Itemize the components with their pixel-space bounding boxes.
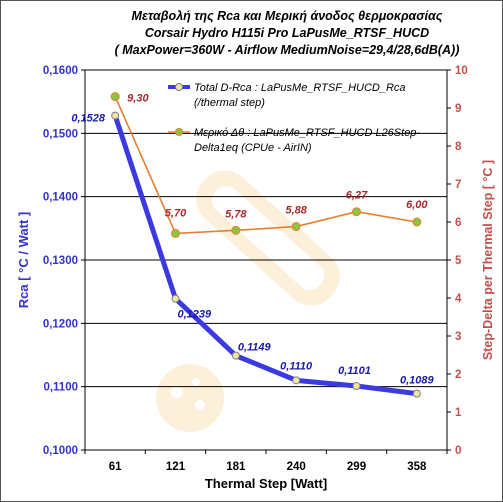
legend-entry-rca: Total D-Rca : LaPusMe_RTSF_HUCD_Rca (/th…	[168, 82, 406, 109]
data-point-rca	[412, 389, 421, 398]
legend-label: (/thermal step)	[194, 97, 265, 109]
right-axis: 0 1 2 3 4 5 6 7 8 9 10	[447, 65, 468, 457]
grid	[85, 132, 447, 388]
left-axis: 0,1000 0,1100 0,1200 0,1300 0,1400 0,1500 0,16…	[43, 65, 85, 457]
data-label-delta: 5,88	[285, 205, 307, 217]
legend-label: Μερικό Δθ : LaPusMe_RTSF_HUCD L26Step-	[194, 127, 420, 139]
data-label-delta: 6,00	[406, 199, 428, 211]
x-axis-title: Thermal Step [Watt]	[205, 476, 327, 491]
data-point-delta	[110, 92, 120, 102]
x-tick-label: 299	[347, 461, 366, 473]
chart-title: Μεταβολή της Rca και Μερική άνοδος θερμο…	[115, 9, 460, 57]
data-point-delta	[352, 207, 361, 217]
data-point-rca	[352, 382, 361, 391]
data-point-rca	[231, 351, 240, 360]
y-right-tick-label: 4	[455, 293, 462, 305]
data-label-rca: 0,1149	[238, 342, 272, 354]
y-axis-left-title: Rca [ °C / Watt ]	[16, 212, 31, 308]
data-label-delta: 5,78	[225, 208, 247, 220]
x-tick-label: 358	[407, 461, 427, 473]
data-label-rca: 0,1110	[280, 360, 313, 372]
data-point-delta	[231, 225, 241, 235]
x-tick-label: 240	[287, 461, 306, 473]
series-line-delta	[114, 96, 417, 235]
data-point-rca	[292, 376, 301, 385]
data-label-delta: 9,30	[127, 93, 149, 105]
x-axis: 61 121 181 240 299 358	[84, 450, 448, 473]
legend-label: Delta1eq (CPUe - AirIN)	[194, 142, 312, 154]
data-label-rca: 0,1101	[338, 365, 371, 377]
data-point-delta	[171, 228, 180, 238]
y-axis-right-title: Step-Delta per Thermal Step [ °C ]	[481, 160, 495, 360]
legend-entry-delta: Μερικό Δθ : LaPusMe_RTSF_HUCD L26Step- D…	[168, 127, 420, 154]
legend-swatch-marker	[175, 128, 183, 136]
y-left-tick-label: 0,1300	[43, 255, 78, 267]
data-point-rca	[111, 111, 120, 120]
y-right-tick-label: 10	[455, 65, 468, 77]
data-label-delta: 6,27	[346, 190, 368, 202]
y-right-tick-label: 9	[455, 103, 461, 115]
data-label-delta: 5,70	[165, 207, 187, 219]
y-right-tick-label: 7	[455, 179, 461, 191]
data-label-rca: 0,1528	[71, 113, 106, 125]
y-right-tick-label: 3	[455, 331, 461, 343]
y-left-tick-label: 0,1100	[43, 382, 78, 394]
title-line: ( MaxPower=360W - Airflow MediumNoise=29…	[115, 43, 460, 57]
y-left-tick-label: 0,1500	[43, 128, 78, 140]
data-point-delta	[291, 222, 301, 232]
y-right-tick-label: 2	[455, 369, 461, 381]
legend-swatch-marker	[175, 83, 183, 91]
series-line-rca	[112, 114, 418, 397]
title-line: Corsair Hydro H115i Pro LaPusMe_RTSF_HUC…	[145, 26, 429, 40]
y-right-tick-label: 0	[455, 445, 461, 457]
x-tick-label: 181	[226, 461, 246, 473]
series: 0,1528 0,1239 0,1149 0,1110 0,1101 0,1089 9,30…	[71, 92, 435, 398]
y-left-tick-label: 0,1200	[43, 318, 78, 330]
title-line: Μεταβολή της Rca και Μερική άνοδος θερμο…	[132, 9, 443, 23]
watermark-logo	[156, 170, 340, 432]
legend-label: Total D-Rca : LaPusMe_RTSF_HUCD_Rca	[194, 82, 406, 94]
y-right-tick-label: 1	[455, 407, 462, 419]
x-tick-label: 121	[166, 461, 186, 473]
data-label-rca: 0,1089	[400, 375, 435, 387]
y-right-tick-label: 8	[455, 141, 462, 153]
data-point-delta	[412, 217, 422, 227]
y-left-tick-label: 0,1000	[43, 445, 78, 457]
y-left-tick-label: 0,1600	[43, 65, 78, 77]
data-point-rca	[171, 294, 180, 303]
x-tick-label: 61	[109, 461, 122, 473]
data-label-rca: 0,1239	[178, 309, 213, 321]
y-right-tick-label: 5	[455, 255, 462, 267]
y-left-tick-label: 0,1400	[43, 192, 78, 204]
legend: Total D-Rca : LaPusMe_RTSF_HUCD_Rca (/th…	[168, 82, 420, 154]
y-right-tick-label: 6	[455, 217, 461, 229]
